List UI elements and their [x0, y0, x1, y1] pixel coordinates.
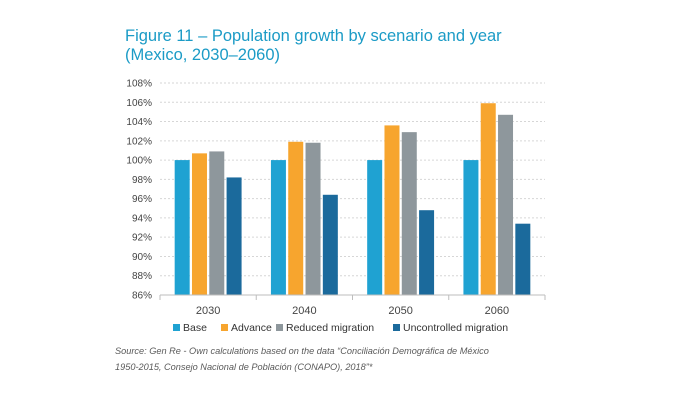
- source-line-1: Source: Gen Re - Own calculations based …: [115, 346, 489, 356]
- legend-swatch-base: [173, 324, 180, 331]
- legend-label: Base: [183, 322, 207, 334]
- y-tick-label: 100%: [126, 156, 152, 167]
- x-tick-label: 2050: [388, 305, 412, 317]
- y-tick-label: 98%: [132, 175, 152, 186]
- bar-2030-advance: [191, 153, 207, 295]
- bar-2030-base: [174, 160, 190, 295]
- legend-swatch-reduced-migration: [276, 324, 283, 331]
- bar-2060-reduced-migration: [498, 114, 514, 295]
- legend-swatch-uncontrolled-migration: [393, 324, 400, 331]
- legend-swatch-advance: [221, 324, 228, 331]
- bars: [174, 103, 531, 296]
- legend-label: Advance: [231, 322, 272, 334]
- y-tick-label: 102%: [126, 136, 152, 147]
- bar-2040-uncontrolled-migration: [322, 194, 338, 295]
- chart-title: Figure 11 – Population growth by scenari…: [125, 27, 645, 65]
- bar-2030-uncontrolled-migration: [226, 177, 242, 295]
- bar-2030-reduced-migration: [209, 151, 225, 295]
- y-axis-ticks: 86% 88% 90% 92% 94% 96% 98% 100% 102% 104% 106% 108…: [126, 79, 152, 302]
- bar-2060-uncontrolled-migration: [515, 223, 531, 295]
- x-tick-label: 2060: [485, 305, 509, 317]
- x-tick-label: 2030: [196, 305, 220, 317]
- y-tick-label: 104%: [126, 117, 152, 128]
- y-tick-label: 90%: [132, 252, 152, 263]
- source-line-2: 1950-2015, Consejo Nacional de Población…: [115, 362, 373, 372]
- bar-2050-base: [367, 160, 383, 295]
- legend: Base Advance Reduced migration Uncontrolled…: [173, 322, 508, 334]
- bar-2050-uncontrolled-migration: [419, 210, 435, 295]
- source-note: Source: Gen Re - Own calculations based …: [115, 343, 655, 375]
- bar-2040-advance: [288, 141, 304, 295]
- bar-2060-base: [463, 160, 479, 295]
- y-tick-label: 86%: [132, 291, 152, 302]
- y-tick-label: 106%: [126, 98, 152, 109]
- x-tick-label: 2040: [292, 305, 316, 317]
- y-tick-label: 92%: [132, 233, 152, 244]
- y-tick-label: 94%: [132, 213, 152, 224]
- legend-label: Uncontrolled migration: [403, 322, 508, 334]
- x-axis: 2030 2040 2050 2060: [159, 294, 546, 317]
- bar-2050-advance: [384, 125, 400, 296]
- legend-label: Reduced migration: [286, 322, 374, 334]
- chart-title-line-1: Figure 11 – Population growth by scenari…: [125, 27, 502, 45]
- y-tick-label: 108%: [126, 79, 152, 90]
- bar-2040-base: [270, 160, 286, 295]
- y-tick-label: 88%: [132, 271, 152, 282]
- chart-title-line-2: (Mexico, 2030–2060): [125, 46, 281, 64]
- bar-2040-reduced-migration: [305, 142, 321, 295]
- y-tick-label: 96%: [132, 194, 152, 205]
- bar-2060-advance: [480, 103, 496, 296]
- bar-2050-reduced-migration: [401, 132, 417, 295]
